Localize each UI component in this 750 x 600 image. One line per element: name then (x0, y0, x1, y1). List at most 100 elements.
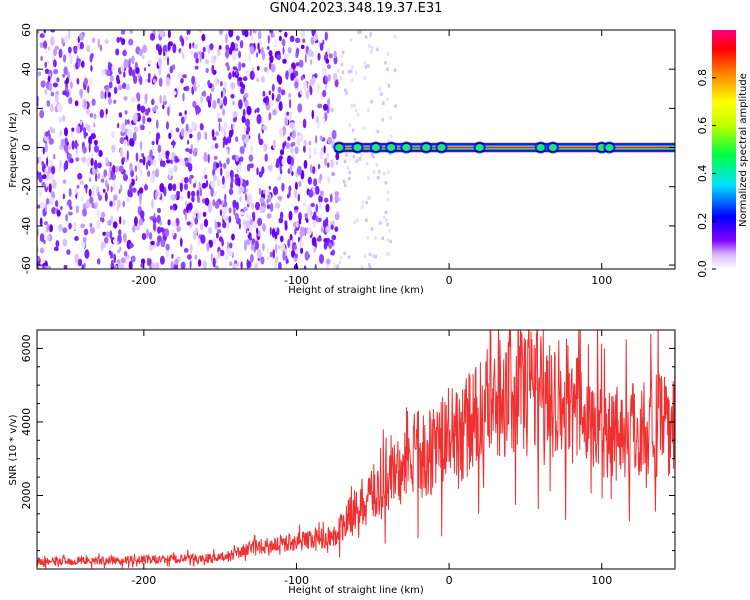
noise-blob (319, 254, 324, 264)
snr-ylabel: SNR (10 * v/v) (8, 414, 19, 485)
noise-blob (234, 173, 239, 179)
noise-blob (315, 116, 319, 123)
noise-blob (56, 77, 60, 83)
noise-cell (366, 236, 369, 240)
noise-blob (278, 128, 284, 137)
noise-blob (168, 132, 172, 140)
noise-blob (331, 129, 337, 140)
noise-blob (323, 238, 328, 243)
colorbar-tick-label: 0.2 (696, 212, 709, 230)
noise-blob (219, 249, 225, 257)
noise-blob (59, 130, 63, 137)
noise-blob (325, 84, 328, 91)
noise-blob (307, 176, 312, 185)
noise-blob (191, 196, 195, 203)
y-tick-label: 60 (20, 23, 33, 37)
noise-blob (118, 165, 124, 173)
noise-blob (294, 70, 299, 77)
noise-blob (302, 118, 307, 129)
noise-cell (363, 254, 366, 258)
noise-blob (244, 92, 249, 99)
noise-blob (158, 191, 161, 198)
noise-blob (232, 123, 235, 130)
signal-bump-core (387, 144, 396, 152)
noise-blob (156, 119, 159, 129)
noise-blob (220, 167, 223, 176)
noise-blob (219, 209, 223, 217)
noise-cell (369, 32, 372, 36)
noise-blob (40, 80, 46, 88)
y-tick-label: -20 (20, 178, 33, 196)
noise-blob (109, 161, 112, 167)
noise-blob (271, 33, 275, 38)
noise-blob (55, 240, 60, 248)
noise-cell (372, 154, 375, 159)
noise-blob (50, 30, 56, 33)
noise-blob (243, 206, 248, 212)
noise-blob (194, 217, 198, 225)
noise-blob (206, 242, 210, 252)
noise-blob (134, 165, 138, 173)
noise-blob (132, 224, 136, 233)
noise-blob (290, 147, 294, 154)
signal-bump-core (371, 144, 380, 152)
noise-blob (272, 186, 279, 196)
noise-blob (114, 165, 119, 173)
noise-blob (123, 232, 127, 243)
noise-blob (298, 239, 304, 249)
noise-blob (158, 67, 162, 76)
noise-blob (134, 126, 138, 133)
noise-blob (138, 48, 143, 57)
noise-blob (250, 144, 253, 154)
noise-blob (261, 75, 265, 83)
noise-blob (147, 60, 152, 65)
noise-blob (161, 149, 166, 158)
noise-blob (94, 173, 98, 182)
noise-blob (211, 64, 215, 74)
noise-blob (308, 140, 312, 146)
noise-cell (372, 170, 376, 174)
noise-blob (304, 53, 307, 63)
noise-blob (249, 163, 254, 169)
noise-blob (45, 181, 48, 188)
noise-blob (50, 91, 55, 97)
noise-blob (282, 46, 285, 55)
noise-blob (43, 30, 47, 34)
noise-blob (228, 72, 232, 80)
noise-blob (100, 90, 104, 100)
noise-cell (338, 197, 341, 202)
noise-blob (104, 192, 108, 202)
noise-blob (331, 249, 335, 256)
noise-blob (210, 187, 214, 197)
noise-blob (123, 139, 128, 147)
noise-blob (179, 157, 183, 165)
noise-blob (236, 261, 239, 267)
noise-blob (203, 153, 208, 162)
noise-blob (224, 193, 227, 203)
noise-blob (142, 44, 148, 54)
noise-blob (262, 223, 266, 232)
noise-blob (137, 162, 142, 170)
noise-blob (112, 221, 118, 229)
noise-blob (261, 50, 266, 61)
noise-blob (232, 66, 238, 71)
noise-blob (142, 115, 146, 125)
noise-blob (171, 221, 177, 227)
noise-blob (99, 109, 105, 119)
noise-blob (169, 205, 173, 211)
noise-blob (112, 238, 117, 244)
colorbar-tick-label: 0.4 (696, 165, 709, 183)
noise-blob (299, 133, 304, 142)
noise-blob (77, 60, 81, 68)
noise-cell (365, 218, 368, 222)
noise-blob (252, 211, 256, 222)
noise-blob (165, 243, 170, 251)
noise-blob (256, 249, 262, 259)
noise-blob (130, 255, 136, 263)
noise-blob (116, 36, 120, 44)
noise-blob (255, 201, 260, 211)
noise-cell (350, 69, 353, 73)
noise-blob (242, 108, 246, 118)
noise-blob (167, 183, 173, 191)
noise-cell (340, 62, 344, 67)
